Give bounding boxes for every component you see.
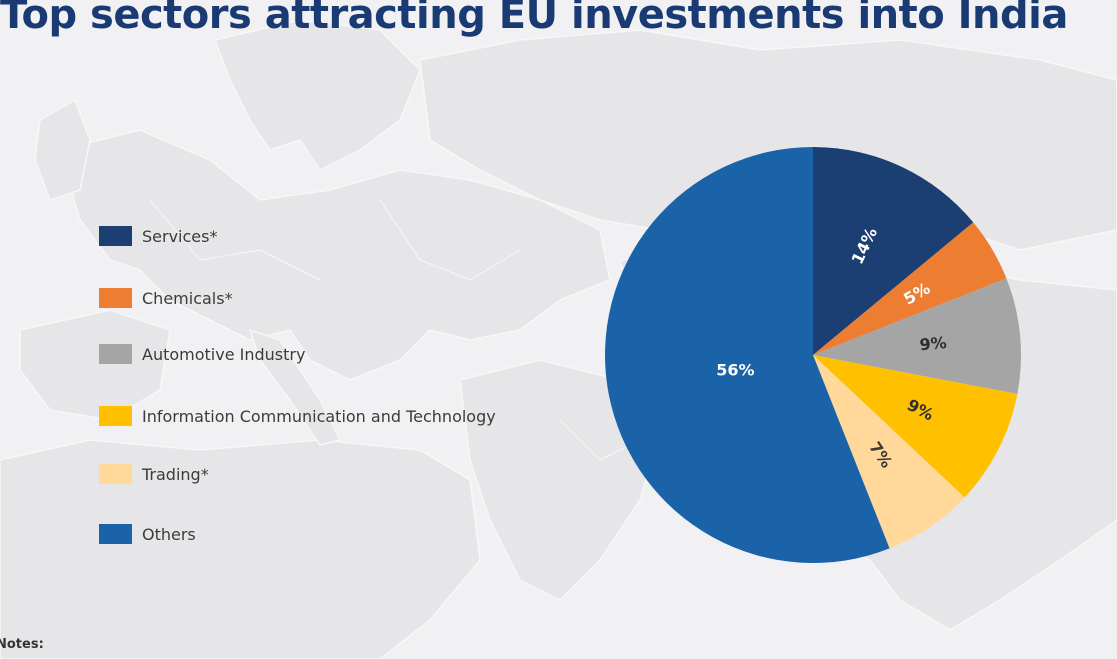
legend-item-automotive: Automotive Industry [99, 344, 305, 364]
legend-item-chemicals: Chemicals* [99, 288, 233, 308]
legend-swatch [99, 406, 132, 426]
map-landmass-europe [59, 129, 611, 381]
map-landmass-iberia [19, 309, 171, 421]
legend-label: Chemicals* [142, 288, 233, 308]
pie-slice-ict [813, 355, 1018, 498]
map-landmass-scandinavia [213, 19, 421, 171]
legend-item-services: Services* [99, 226, 217, 246]
map-border-line [149, 199, 321, 281]
legend-swatch [99, 226, 132, 246]
notes-label: Notes: [0, 637, 44, 652]
chart-title: Top sectors attracting EU investments in… [0, 0, 1068, 38]
legend-label: Information Communication and Technology [142, 406, 496, 426]
pie-slice-others [604, 147, 890, 564]
pie-slice-label: 9% [919, 333, 948, 354]
pie-slice-label: 56% [716, 360, 754, 379]
pie-slice-automotive [813, 278, 1022, 394]
legend-swatch [99, 288, 132, 308]
legend-label: Others [142, 524, 196, 544]
pie-slice-chemicals [813, 222, 1007, 355]
legend-swatch [99, 524, 132, 544]
legend-item-others: Others [99, 524, 196, 544]
legend-label: Trading* [142, 464, 209, 484]
legend-swatch [99, 464, 132, 484]
legend-label: Services* [142, 226, 218, 246]
pie-slice-trading [813, 355, 965, 549]
legend-item-ict: Information Communication and Technology [99, 406, 496, 426]
map-landmass-italy [248, 328, 342, 446]
map-landmass-uk [34, 98, 91, 201]
legend-item-trading: Trading* [99, 464, 209, 484]
map-landmass-africa [0, 439, 481, 659]
map-border-line [379, 199, 521, 281]
map-landmass-middle-east [459, 359, 661, 601]
legend-swatch [99, 344, 132, 364]
pie-slice-services [813, 147, 974, 355]
legend-label: Automotive Industry [142, 344, 306, 364]
